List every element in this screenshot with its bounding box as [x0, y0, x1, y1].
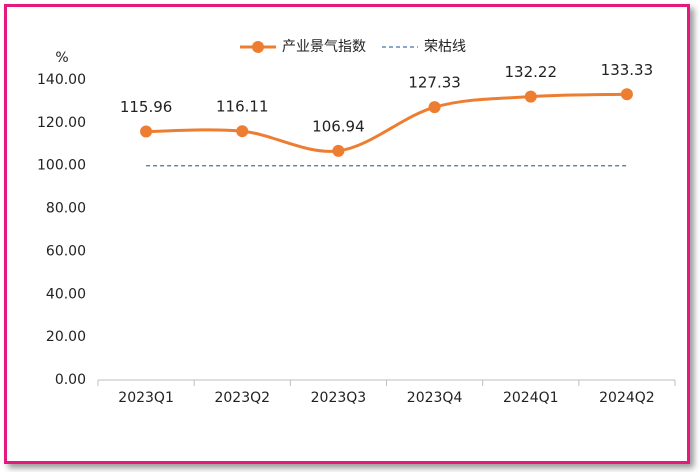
legend-label: 产业景气指数 — [282, 39, 366, 55]
point — [524, 90, 537, 103]
y-tick-label: 120.00 — [37, 115, 86, 131]
data-label: 133.33 — [601, 61, 654, 79]
point — [140, 125, 153, 138]
x-tick-label: 2023Q3 — [311, 390, 367, 406]
y-axis-label: % — [55, 50, 68, 66]
chart-frame — [4, 4, 690, 464]
x-tick-label: 2024Q2 — [599, 390, 655, 406]
data-label: 115.96 — [120, 98, 173, 116]
y-tick-label: 40.00 — [46, 286, 86, 302]
legend-label: 荣枯线 — [424, 39, 466, 55]
y-tick-label: 140.00 — [37, 72, 86, 88]
x-tick-label: 2024Q1 — [503, 390, 559, 406]
point — [428, 101, 441, 114]
data-label: 116.11 — [216, 98, 269, 116]
point — [236, 125, 249, 138]
data-label: 106.94 — [312, 117, 365, 135]
y-tick-label: 80.00 — [46, 201, 86, 217]
x-tick-label: 2023Q2 — [214, 390, 270, 406]
y-tick-label: 100.00 — [37, 158, 86, 174]
y-tick-label: 20.00 — [46, 329, 86, 345]
x-tick-label: 2023Q4 — [407, 390, 463, 406]
x-tick-label: 2023Q1 — [118, 390, 174, 406]
point — [620, 88, 633, 101]
legend-marker — [252, 41, 264, 53]
y-tick-label: 60.00 — [46, 243, 86, 259]
point — [332, 144, 345, 157]
series-line — [146, 92, 627, 153]
y-tick-label: 0.00 — [55, 372, 86, 388]
data-label: 127.33 — [408, 74, 461, 92]
data-label: 132.22 — [505, 63, 558, 81]
